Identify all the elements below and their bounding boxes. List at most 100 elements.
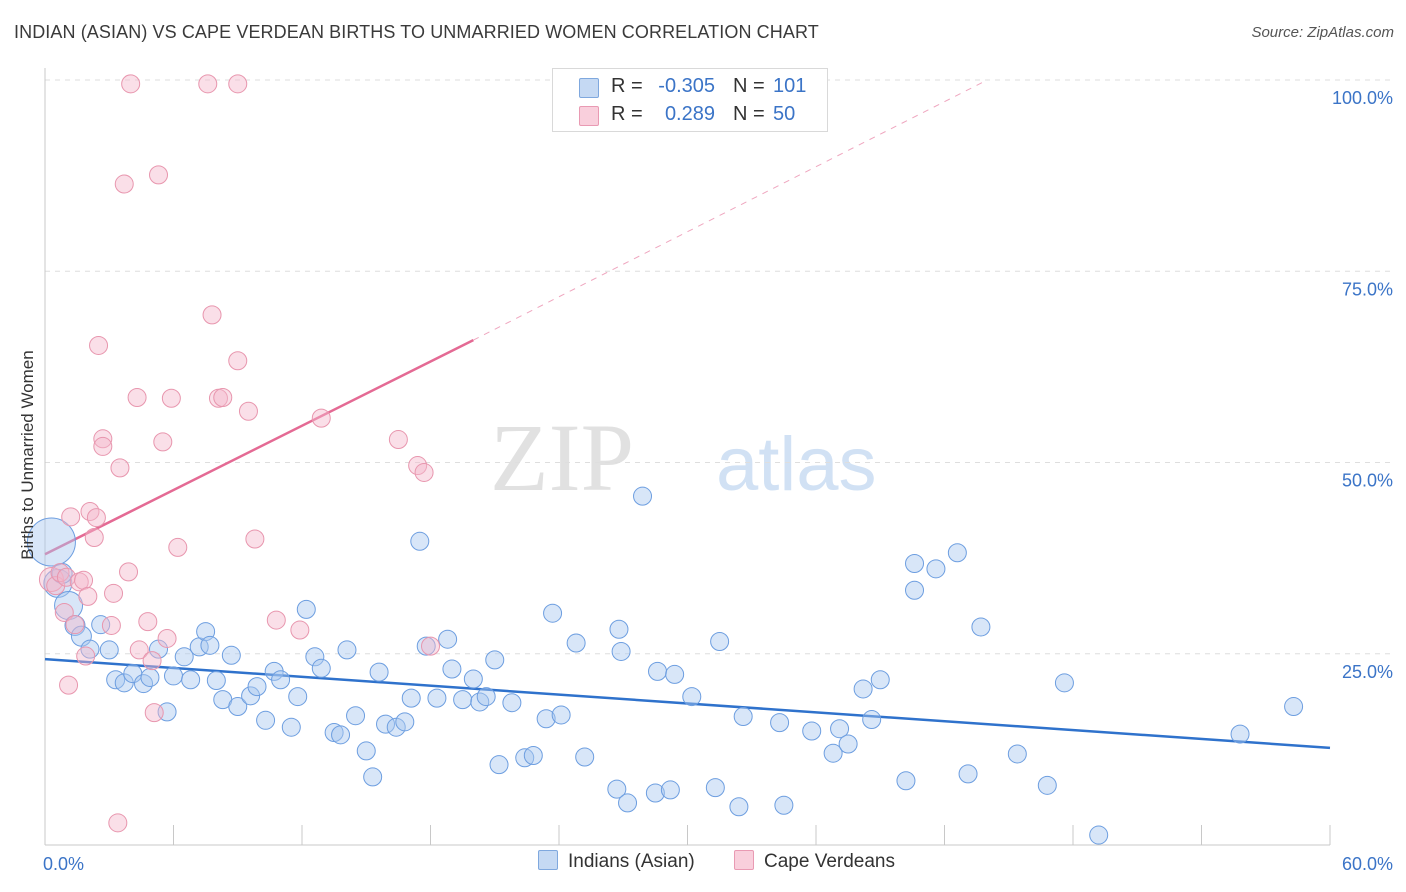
point-cape-verdeans — [89, 335, 109, 355]
point-cape-verdeans — [114, 174, 134, 194]
point-indians — [296, 599, 316, 619]
point-cape-verdeans — [121, 74, 141, 94]
point-indians — [896, 771, 916, 791]
point-cape-verdeans — [76, 646, 96, 666]
point-indians — [140, 667, 160, 687]
point-indians — [551, 705, 571, 725]
legend-label: Indians (Asian) — [568, 851, 695, 872]
data-points — [26, 74, 1304, 845]
point-indians — [410, 531, 430, 551]
point-cape-verdeans — [157, 628, 177, 648]
point-indians — [346, 706, 366, 726]
point-indians — [609, 619, 629, 639]
watermark: ZIP atlas — [490, 404, 877, 511]
point-indians — [401, 688, 421, 708]
point-indians — [416, 636, 436, 656]
point-indians — [174, 647, 194, 667]
correlation-legend: R = -0.305 N = 101 R = 0.289 N = 50 — [552, 68, 828, 132]
point-cape-verdeans — [144, 703, 164, 723]
point-cape-verdeans — [78, 586, 98, 606]
point-cape-verdeans — [290, 620, 310, 640]
point-cape-verdeans — [138, 612, 158, 632]
point-cape-verdeans — [93, 429, 113, 449]
point-indians — [770, 713, 790, 733]
trend-line-cape-verdeans — [44, 338, 474, 556]
watermark-zip: ZIP — [490, 404, 634, 511]
point-cape-verdeans — [311, 408, 331, 428]
legend-r-label: R = — [611, 103, 643, 125]
point-indians — [489, 755, 509, 775]
point-cape-verdeans — [61, 507, 81, 527]
point-indians — [823, 743, 843, 763]
point-indians — [862, 710, 882, 730]
point-indians — [947, 543, 967, 563]
point-indians — [523, 745, 543, 765]
trend-line-indians — [44, 657, 1331, 750]
point-indians — [206, 671, 226, 691]
point-indians — [395, 712, 415, 732]
point-indians — [710, 632, 730, 652]
point-cape-verdeans — [238, 401, 258, 421]
point-cape-verdeans — [119, 562, 139, 582]
point-indians — [729, 797, 749, 817]
point-cape-verdeans — [228, 351, 248, 371]
point-indians — [536, 709, 556, 729]
point-indians — [181, 670, 201, 690]
point-cape-verdeans — [38, 567, 64, 593]
point-indians — [575, 747, 595, 767]
point-indians — [645, 783, 665, 803]
legend-swatch-icon — [734, 850, 754, 870]
legend-r-label: R = — [611, 75, 643, 97]
point-cape-verdeans — [198, 74, 218, 94]
legend-n-label: N = — [733, 75, 765, 97]
point-cape-verdeans — [213, 387, 233, 407]
point-indians — [256, 710, 276, 730]
point-cape-verdeans — [153, 432, 173, 452]
point-indians — [853, 679, 873, 699]
point-cape-verdeans — [245, 529, 265, 549]
x-tick-label: 0.0% — [43, 854, 84, 874]
point-cape-verdeans — [142, 651, 162, 671]
point-indians — [1037, 775, 1057, 795]
point-indians — [463, 669, 483, 689]
legend-swatch-icon — [538, 850, 558, 870]
legend-r-value: -0.305 — [658, 75, 715, 97]
y-tick-label: 100.0% — [1332, 88, 1393, 108]
point-indians — [705, 778, 725, 798]
chart-source: Source: ZipAtlas.com — [1251, 24, 1394, 41]
point-indians — [476, 687, 496, 707]
legend-r-value: 0.289 — [664, 103, 715, 125]
point-indians — [971, 617, 991, 637]
point-cape-verdeans — [86, 508, 106, 528]
point-indians — [618, 793, 638, 813]
point-indians — [838, 734, 858, 754]
point-cape-verdeans — [110, 458, 130, 478]
point-indians — [453, 690, 473, 710]
legend-n-label: N = — [733, 103, 765, 125]
point-indians — [247, 677, 267, 697]
point-cape-verdeans — [104, 583, 124, 603]
point-cape-verdeans — [74, 570, 94, 590]
point-indians — [611, 641, 631, 661]
point-indians — [607, 779, 627, 799]
point-indians — [470, 692, 490, 712]
watermark-atlas: atlas — [716, 422, 877, 507]
point-indians — [241, 686, 261, 706]
point-indians — [1089, 825, 1109, 845]
y-tick-label: 75.0% — [1342, 279, 1393, 299]
point-cape-verdeans — [84, 527, 104, 547]
point-indians — [164, 666, 183, 686]
chart-title: INDIAN (ASIAN) VS CAPE VERDEAN BIRTHS TO… — [14, 22, 819, 42]
point-indians — [363, 767, 383, 787]
point-indians — [485, 650, 505, 670]
point-indians — [442, 659, 462, 679]
trend-lines — [44, 79, 1331, 750]
point-indians — [438, 629, 458, 649]
legend-row-cape-verdeans: R = 0.289 N = 50 — [553, 101, 827, 129]
point-indians — [648, 661, 668, 681]
point-indians — [26, 517, 76, 567]
point-indians — [660, 780, 680, 800]
point-indians — [376, 714, 396, 734]
point-indians — [665, 664, 685, 684]
axes — [44, 68, 1331, 846]
